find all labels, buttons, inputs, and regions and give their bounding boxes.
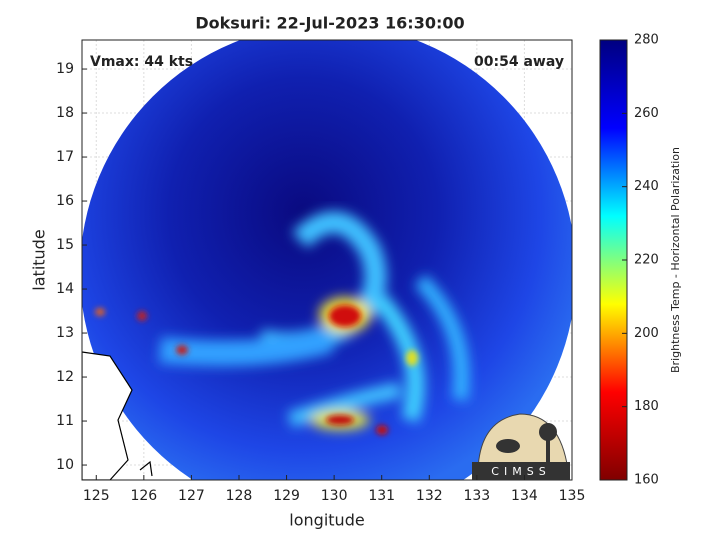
y-axis-label: latitude [30, 229, 49, 290]
y-tick-label: 10 [56, 457, 74, 473]
y-tick-label: 15 [56, 237, 74, 253]
logo: CIMSS [472, 413, 570, 480]
x-tick-label: 127 [178, 488, 205, 504]
x-tick-label: 128 [226, 488, 253, 504]
logo-text: CIMSS [491, 465, 550, 478]
chart-title: Doksuri: 22-Jul-2023 16:30:00 [195, 14, 464, 33]
colorbar-tick-label: 240 [634, 179, 659, 194]
y-tick-label: 11 [56, 413, 74, 429]
x-tick-label: 134 [511, 488, 538, 504]
colorbar-label: Brightness Temp - Horizontal Polarizatio… [669, 147, 682, 373]
annotation: 00:54 away [474, 54, 564, 70]
x-tick-label: 131 [368, 488, 395, 504]
colorbar-tick-label: 220 [634, 253, 659, 268]
plot-frame [81, 39, 573, 481]
x-tick-label: 126 [130, 488, 157, 504]
y-tick-label: 13 [56, 325, 74, 341]
y-tick-label: 12 [56, 369, 74, 385]
swath-image [82, 40, 572, 480]
y-tick-label: 14 [56, 281, 74, 297]
x-tick-label: 133 [463, 488, 490, 504]
colorbar-tick-label: 200 [634, 326, 659, 341]
y-tick-label: 19 [56, 61, 74, 77]
annotation: Vmax: 44 kts [90, 54, 193, 70]
colorbar-tick-label: 160 [634, 473, 659, 488]
y-tick-label: 18 [56, 105, 74, 121]
y-tick-label: 17 [56, 149, 74, 165]
x-tick-label: 130 [321, 488, 348, 504]
colorbar-tick-label: 260 [634, 106, 659, 121]
x-tick-label: 135 [559, 488, 586, 504]
x-tick-label: 129 [273, 488, 300, 504]
x-tick-label: 125 [83, 488, 110, 504]
x-tick-label: 132 [416, 488, 443, 504]
colorbar-tick-label: 180 [634, 399, 659, 414]
colorbar-tick-label: 280 [634, 33, 659, 48]
y-tick-label: 16 [56, 193, 74, 209]
x-axis-label: longitude [289, 511, 364, 530]
